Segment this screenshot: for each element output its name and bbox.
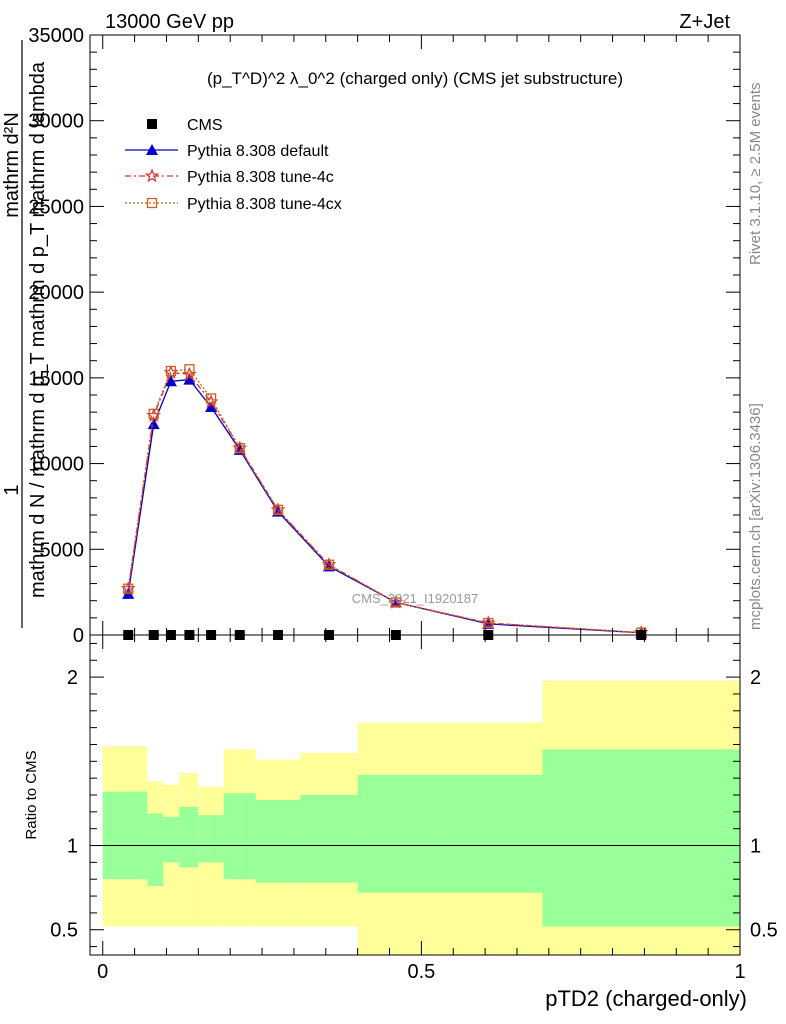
legend-label: Pythia 8.308 tune-4c [187,169,334,186]
header-left-label: 13000 GeV pp [105,11,234,33]
data-point [234,442,245,454]
legend-label: Pythia 8.308 tune-4cx [187,196,342,213]
ratio-band-green [300,795,358,883]
legend-marker [144,168,160,183]
ratio-tick-label-right: 0.5 [750,920,778,942]
ratio-tick-label-left: 1 [67,836,78,858]
legend-label: CMS [187,117,223,134]
legend-label: Pythia 8.308 default [187,143,329,160]
ratio-tick-label-right: 2 [750,667,761,689]
y-tick-label: 0 [73,625,84,647]
x-tick-label: 0 [97,961,108,983]
data-point [164,375,177,387]
y-tick-label: 25000 [28,196,84,218]
y-tick-label: 20000 [28,282,84,304]
ratio-band-green [542,749,740,927]
ratio-band-green [223,793,256,880]
side-rivet-label: Rivet 3.1.10, ≥ 2.5M events [747,83,764,266]
ratio-band-green [434,774,543,893]
ratio-band-green [147,813,164,886]
data-point [183,373,196,385]
legend-marker [146,197,158,209]
data-point [184,364,195,375]
data-point [323,559,335,570]
side-mcplots-label: mcplots.cern.ch [arXiv:1306.3436] [747,403,764,630]
ratio-band-green [179,806,199,868]
y-tick-label: 15000 [28,368,84,390]
legend-marker [147,119,157,129]
data-point [205,393,217,404]
ratio-tick-label-left: 0.5 [50,920,78,942]
y-axis-label-numerator: mathrm d²N [1,112,23,218]
ratio-band-green [102,791,148,880]
legend-marker [146,144,158,155]
data-point [148,408,159,420]
ratio-band-green [163,816,180,863]
y-tick-label: 5000 [40,539,85,561]
legend: CMS Pythia 8.308 default Pythia 8.308 tune… [125,117,342,213]
x-tick-label: 1 [734,961,745,983]
ratio-y-label: Ratio to CMS [23,750,40,839]
watermark: CMS_2021_I1920187 [352,591,479,606]
plot-title: (p_T^D)^2 λ_0^2 (charged only) (CMS jet … [207,69,623,88]
ratio-band-green [198,815,224,863]
data-point [205,401,218,412]
y-tick-label: 35000 [28,25,84,47]
y-tick-label: 10000 [28,454,84,476]
data-point [123,583,134,594]
ratio-band-green [357,774,435,893]
title-text: (p_T^D)^2 λ_0^2 (charged only) (CMS jet … [207,69,623,88]
x-axis-label: pTD2 (charged-only) [545,986,747,1011]
data-point [147,418,160,430]
data-point [272,504,284,516]
y-tick-label: 30000 [28,111,84,133]
header-right-label: Z+Jet [679,11,730,33]
x-tick-label: 0.5 [407,961,435,983]
ratio-tick-label-left: 2 [67,667,78,689]
y-axis-label-bottom: mathrm d N / mathrm d p_T mathrm d p_T m… [27,61,49,598]
axis-ticks [90,34,741,955]
data-point [165,365,177,377]
data-point [483,617,494,629]
ratio-band-green [255,800,301,883]
data-point [390,597,402,608]
y-axis-label-top: 1 [1,484,23,495]
tick-labels: 0 0.5 105000100001500020000250003000035000… [21,25,778,983]
ratio-error-bands [90,680,740,955]
ratio-tick-label-right: 1 [750,836,761,858]
